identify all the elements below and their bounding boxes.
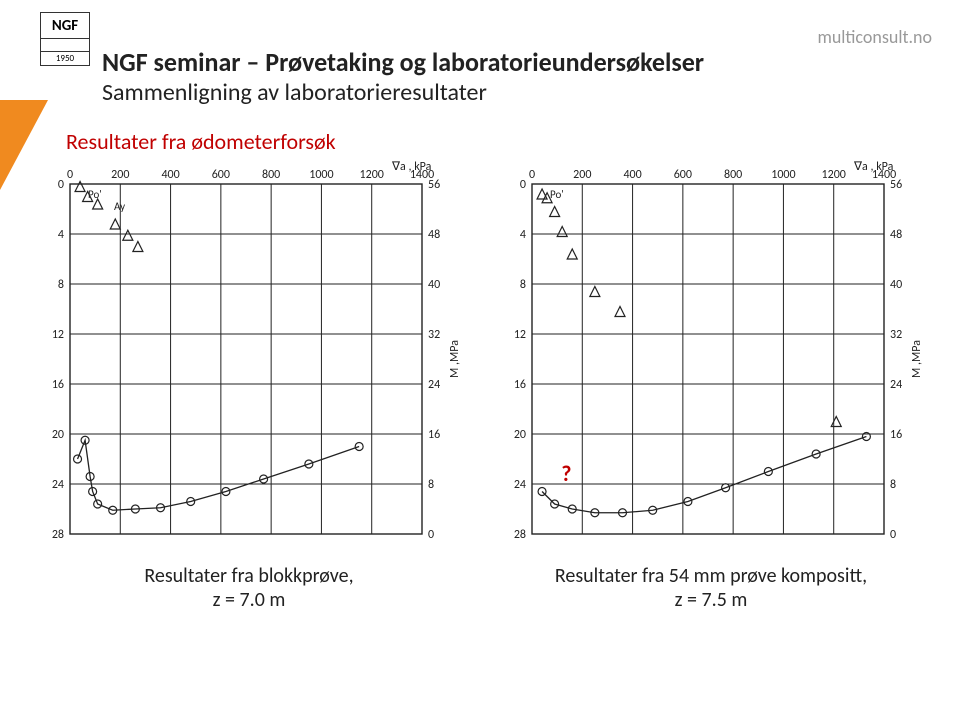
svg-text:0: 0 [520,178,526,192]
svg-text:16: 16 [428,428,440,442]
svg-text:600: 600 [674,168,692,182]
chart-left: 0200400600800100012001400048121620242856… [30,158,468,610]
svg-text:12: 12 [514,328,526,342]
logo-mid [41,39,89,51]
svg-text:800: 800 [262,168,280,182]
svg-text:16: 16 [890,428,902,442]
page-subtitle: Sammenligning av laboratorieresultater [102,78,487,107]
svg-text:20: 20 [52,428,64,442]
section-heading: Resultater fra ødometerforsøk [66,128,336,155]
page-title: NGF seminar – Prøvetaking og laboratorie… [102,46,704,78]
svg-text:12: 12 [52,328,64,342]
svg-text:800: 800 [724,168,742,182]
svg-text:8: 8 [428,478,434,492]
svg-text:0: 0 [890,528,896,542]
ngf-logo: NGF 1950 [40,12,90,66]
svg-text:48: 48 [890,228,902,242]
svg-text:M ,MPa: M ,MPa [910,340,924,378]
svg-text:∇a , kPa: ∇a , kPa [391,160,432,174]
svg-text:0: 0 [428,528,434,542]
svg-text:8: 8 [58,278,64,292]
chart-row: 0200400600800100012001400048121620242856… [30,158,930,610]
svg-text:1200: 1200 [822,168,846,182]
question-mark: ? [561,460,571,487]
svg-text:24: 24 [890,378,902,392]
svg-text:32: 32 [890,328,902,342]
brand-text: multiconsult.no [817,26,932,48]
svg-text:0: 0 [67,168,73,182]
svg-text:Po': Po' [550,188,564,201]
caption-left: Resultater fra blokkprøve, z = 7.0 m [30,564,468,612]
svg-text:8: 8 [890,478,896,492]
svg-text:∇a , kPa: ∇a , kPa [853,160,894,174]
svg-text:4: 4 [520,228,526,242]
svg-text:400: 400 [161,168,179,182]
svg-text:48: 48 [428,228,440,242]
svg-text:28: 28 [514,528,526,542]
svg-text:1200: 1200 [360,168,384,182]
svg-text:8: 8 [520,278,526,292]
svg-text:Po': Po' [88,188,102,201]
svg-text:0: 0 [58,178,64,192]
caption-right: Resultater fra 54 mm prøve kompositt, z … [492,564,930,612]
svg-text:0: 0 [529,168,535,182]
svg-text:24: 24 [52,478,64,492]
svg-text:28: 28 [52,528,64,542]
svg-text:24: 24 [514,478,526,492]
svg-text:16: 16 [514,378,526,392]
svg-text:400: 400 [623,168,641,182]
svg-text:4: 4 [58,228,64,242]
svg-text:200: 200 [111,168,129,182]
logo-text: NGF [41,13,89,39]
svg-text:40: 40 [428,278,440,292]
svg-text:56: 56 [428,178,440,192]
logo-year: 1950 [41,51,89,65]
svg-text:32: 32 [428,328,440,342]
svg-text:600: 600 [212,168,230,182]
svg-text:1000: 1000 [771,168,795,182]
svg-text:24: 24 [428,378,440,392]
svg-text:20: 20 [514,428,526,442]
svg-text:200: 200 [573,168,591,182]
svg-text:56: 56 [890,178,902,192]
svg-text:16: 16 [52,378,64,392]
chart-right: 0200400600800100012001400048121620242856… [492,158,930,610]
svg-text:M ,MPa: M ,MPa [448,340,462,378]
svg-text:40: 40 [890,278,902,292]
svg-text:1000: 1000 [309,168,333,182]
svg-text:Ay: Ay [114,200,125,213]
